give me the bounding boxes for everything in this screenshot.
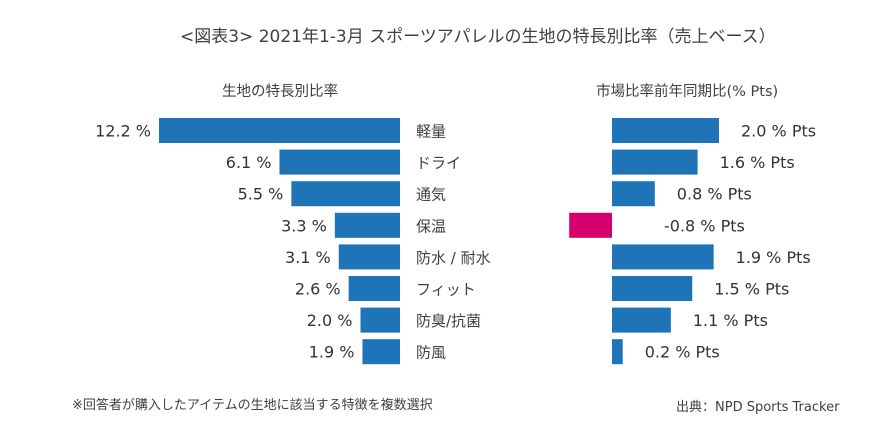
right-bar	[612, 339, 623, 365]
right-value-label: 1.6 % Pts	[720, 153, 795, 172]
left-chart-title: 生地の特長別比率	[222, 84, 338, 100]
category-label: ドライ	[416, 154, 461, 172]
category-label: 防臭/抗菌	[416, 312, 481, 330]
right-value-label: 1.5 % Pts	[714, 280, 789, 299]
left-bar	[338, 244, 400, 270]
left-bar	[362, 339, 400, 365]
right-bar	[612, 118, 719, 143]
left-bar	[291, 181, 400, 207]
right-value-label: 0.2 % Pts	[645, 343, 720, 362]
right-bar	[612, 244, 714, 270]
right-bar	[612, 181, 655, 207]
right-bar	[612, 307, 671, 333]
right-bar	[612, 149, 698, 175]
left-value-label: 3.1 %	[285, 248, 331, 267]
left-bar	[348, 276, 400, 301]
left-bar	[360, 307, 400, 333]
right-value-label: 1.1 % Pts	[693, 311, 768, 330]
right-value-label: 1.9 % Pts	[736, 248, 811, 267]
right-value-label: 2.0 % Pts	[741, 122, 816, 141]
left-value-label: 12.2 %	[95, 122, 151, 141]
category-label: 防水 / 耐水	[416, 249, 491, 267]
source-credit: 出典：NPD Sports Tracker	[676, 400, 840, 415]
footnote: ※回答者が購入したアイテムの生地に該当する特徴を複数選択	[72, 398, 433, 413]
right-bar	[612, 276, 693, 301]
right-value-label: -0.8 % Pts	[664, 216, 745, 235]
left-value-label: 5.5 %	[238, 185, 284, 204]
right-bar	[569, 212, 612, 238]
category-label: 保温	[416, 217, 446, 235]
chart-main-title: <図表3> 2021年1-3月 スポーツアパレルの生地の特長別比率（売上ベース）	[180, 27, 776, 47]
left-bar	[334, 212, 400, 238]
left-value-label: 3.3 %	[281, 216, 327, 235]
category-label: 防風	[416, 344, 446, 362]
left-value-label: 2.0 %	[307, 311, 353, 330]
category-label: フィット	[416, 281, 476, 299]
category-label: 通気	[416, 186, 446, 204]
left-bar	[159, 118, 400, 143]
left-value-label: 2.6 %	[295, 280, 341, 299]
right-chart-title: 市場比率前年同期比(% Pts)	[596, 84, 779, 100]
left-value-label: 6.1 %	[226, 153, 272, 172]
left-value-label: 1.9 %	[309, 343, 355, 362]
left-bar	[279, 149, 400, 175]
right-value-label: 0.8 % Pts	[677, 185, 752, 204]
category-label: 軽量	[416, 123, 446, 141]
